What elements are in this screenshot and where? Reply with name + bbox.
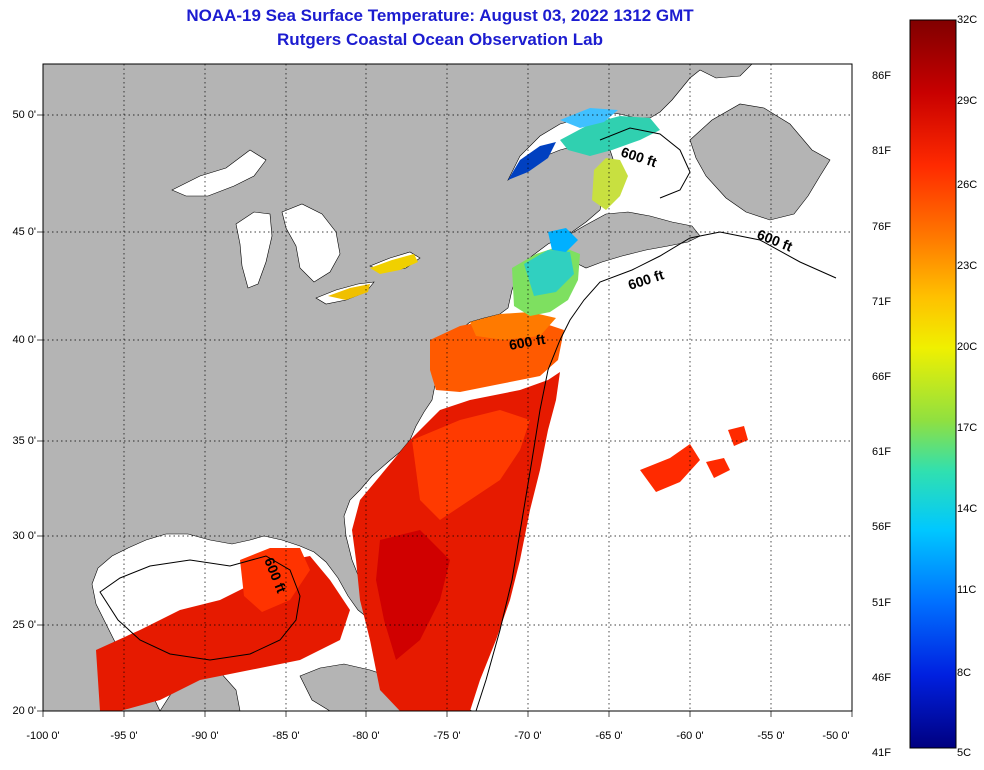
lon-label: -55 0' [757,730,785,742]
lon-label: -60 0' [676,730,704,742]
lon-label: -85 0' [272,730,300,742]
land-north-america [43,64,753,711]
land-newfoundland [689,103,831,221]
lat-label: 40 0' [12,334,36,346]
lon-label: -100 0' [26,730,60,742]
lon-label: -50 0' [822,730,850,742]
colorbar-c-label: 20C [957,341,978,353]
lat-label: 30 0' [12,530,36,542]
map-subtitle: Rutgers Coastal Ocean Observation Lab [277,30,603,49]
contour-label: 600 ft [508,331,547,353]
colorbar-f-label: 81F [872,145,891,157]
lon-label: -70 0' [514,730,542,742]
lat-label: 25 0' [12,619,36,631]
colorbar-c-label: 26C [957,179,978,191]
land-nova-scotia [559,211,701,269]
colorbar-c-label: 5C [957,747,972,759]
lon-label: -95 0' [110,730,138,742]
lat-label: 45 0' [12,226,36,238]
colorbar-f-label: 56F [872,521,891,533]
colorbar-f-label: 66F [872,371,891,383]
isobath-600ft-laurentian [599,127,691,199]
colorbar-f-label: 76F [872,221,891,233]
colorbar-f-label: 71F [872,296,891,308]
colorbar-c-label: 17C [957,422,978,434]
lake-superior [171,149,267,197]
colorbar-c-label: 23C [957,260,978,272]
colorbar-f-label: 41F [872,747,891,759]
lon-label: -90 0' [191,730,219,742]
lat-label: 35 0' [12,435,36,447]
lon-label: -65 0' [595,730,623,742]
colorbar-f-label: 46F [872,672,891,684]
lake-michigan [235,211,273,289]
colorbar [909,19,957,749]
map-title: NOAA-19 Sea Surface Temperature: August … [186,6,694,25]
colorbar-c-label: 14C [957,503,978,515]
sst-data-layer [96,108,748,711]
map-frame [42,63,853,712]
lat-label: 20 0' [12,705,36,717]
lat-label: 50 0' [12,109,36,121]
lon-label: -75 0' [433,730,461,742]
lake-huron [281,203,341,283]
colorbar-c-label: 8C [957,667,972,679]
map-ticks [37,114,853,717]
colorbar-c-label: 29C [957,95,978,107]
colorbar-f-label: 86F [872,70,891,82]
colorbar-c-label: 11C [957,584,977,596]
lon-label: -80 0' [352,730,380,742]
isobath-600ft-gulf [99,555,301,661]
isobath-600ft [475,231,837,711]
colorbar-c-label: 32C [957,14,978,26]
colorbar-f-label: 51F [872,597,891,609]
colorbar-f-label: 61F [872,446,891,458]
